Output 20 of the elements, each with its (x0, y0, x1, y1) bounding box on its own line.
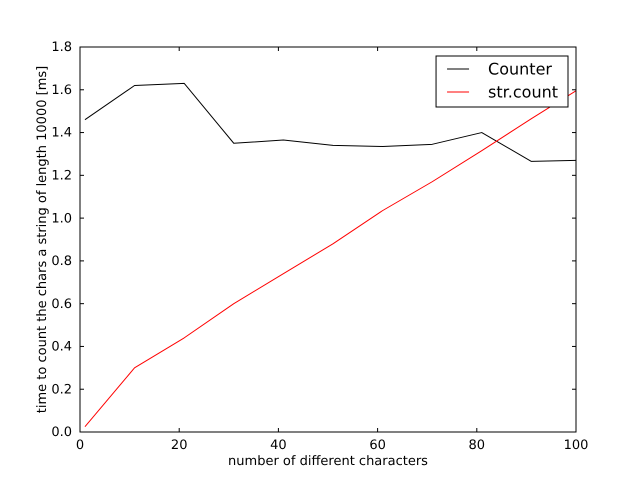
y-tick-label: 0.0 (51, 425, 72, 440)
y-axis-title: time to count the chars a string of length 10000 [ms] (35, 66, 50, 414)
x-tick-label: 0 (76, 438, 84, 454)
y-tick-label: 0.4 (51, 340, 72, 355)
legend-label: str.count (488, 82, 558, 102)
legend-label: Counter (488, 60, 552, 79)
y-tick-label: 1.6 (51, 82, 72, 98)
y-tick-label: 1.0 (51, 211, 72, 226)
x-tick-label: 40 (270, 438, 287, 454)
y-tick-label: 0.6 (51, 296, 72, 312)
x-tick-label: 60 (369, 438, 386, 454)
x-tick-label: 20 (170, 438, 188, 454)
y-tick-label: 1.2 (51, 168, 72, 184)
x-tick-label: 80 (468, 438, 486, 454)
y-tick-label: 0.8 (51, 254, 72, 270)
y-tick-label: 0.2 (51, 382, 72, 398)
y-tick-label: 1.4 (51, 126, 72, 141)
y-tick-label: 1.8 (51, 40, 72, 56)
x-tick-label: 100 (564, 438, 588, 454)
x-axis-title: number of different characters (228, 454, 428, 469)
